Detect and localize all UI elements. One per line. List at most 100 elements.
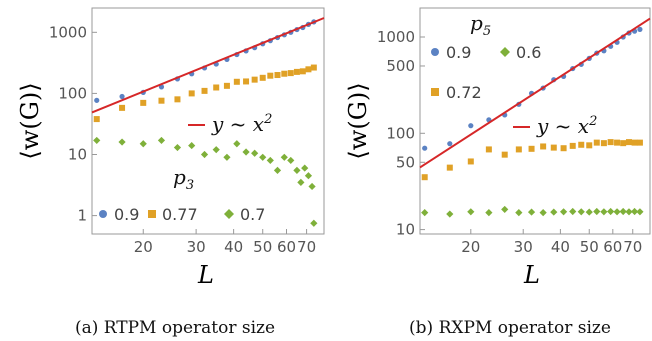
data-point: [569, 142, 576, 149]
fit-line-b: [419, 17, 651, 169]
y-axis-label-a: ⟨w(G)⟩: [16, 82, 44, 159]
data-point: [233, 78, 240, 85]
x-tick-label: 20: [134, 238, 153, 256]
data-point: [585, 208, 593, 216]
x-tick-label: 20: [461, 238, 480, 256]
data-point: [213, 84, 220, 91]
legend-marker-square-b: [431, 88, 439, 96]
legend-label-series1-a: 0.9: [114, 205, 139, 224]
legend-title-a: p3: [173, 165, 194, 193]
legend-title-subscript-a: 3: [186, 178, 194, 193]
x-tick-label: 70: [297, 238, 316, 256]
plot-frame-a: [91, 7, 325, 235]
data-point: [251, 149, 259, 157]
legend-label-series2-a: 0.77: [162, 205, 198, 224]
data-point: [188, 141, 196, 150]
data-point: [119, 104, 126, 111]
data-point: [422, 145, 428, 151]
data-point: [139, 140, 147, 148]
data-point: [620, 140, 627, 147]
x-tick-label: 60: [277, 238, 296, 256]
x-axis-label-b: L: [523, 261, 540, 289]
data-point: [273, 166, 282, 174]
data-point: [501, 151, 508, 158]
y-tick-label: 50: [396, 153, 415, 171]
legend-title-b: p5: [470, 11, 491, 39]
data-point: [421, 174, 428, 181]
data-marks-b: [421, 26, 644, 218]
data-point: [421, 209, 429, 217]
y-axis-ticks-a: 1 10 100 1000: [49, 23, 97, 225]
panel-a: 20 30 40 50 60 70 1 10 100 1000 y ~ x2 p3 0.9 0.…: [16, 7, 325, 338]
legend-marker-diamond-b: [500, 47, 510, 57]
y-tick-label: 500: [386, 57, 415, 75]
data-point: [93, 116, 100, 123]
data-point: [251, 76, 258, 83]
data-point: [619, 207, 627, 216]
series-diamond-points: [421, 205, 644, 218]
legend-label-series3-a: 0.7: [240, 205, 265, 224]
legend-label-series1-b: 0.9: [446, 43, 471, 62]
data-point: [267, 72, 274, 79]
fit-line: [91, 17, 325, 114]
data-point: [550, 144, 557, 151]
data-point: [607, 207, 615, 216]
data-point: [485, 146, 492, 153]
data-point: [293, 166, 301, 174]
x-axis-ticks-a: 20 30 40 50 60 70: [134, 229, 316, 256]
data-point: [188, 90, 195, 97]
x-axis-ticks-b: 20 30 40 50 60 70: [461, 229, 642, 256]
y-tick-label: 1: [77, 207, 87, 225]
data-point: [630, 207, 639, 216]
data-point: [636, 208, 644, 216]
x-tick-label: 70: [623, 238, 642, 256]
data-point: [600, 140, 607, 147]
data-point: [266, 156, 274, 165]
data-point: [515, 146, 522, 153]
legend-marker-square-a: [148, 210, 156, 218]
data-point: [613, 208, 621, 216]
data-point: [259, 74, 266, 81]
data-point: [94, 97, 100, 103]
data-point: [637, 26, 643, 32]
y-tick-label: 1000: [377, 28, 415, 46]
data-point: [173, 143, 182, 152]
plot-frame-b: [419, 7, 651, 235]
x-axis-label-a: L: [197, 261, 214, 289]
data-point: [586, 142, 593, 149]
data-point: [593, 207, 601, 216]
data-point: [446, 210, 454, 218]
data-point: [274, 72, 281, 79]
data-point: [242, 148, 250, 156]
data-point: [140, 99, 147, 106]
data-point: [625, 139, 632, 146]
fit-line: [419, 17, 651, 169]
data-point: [467, 158, 474, 165]
data-point: [593, 139, 600, 146]
legend-marker-circle-a: [99, 210, 107, 218]
data-point: [301, 164, 309, 172]
data-point: [485, 209, 493, 217]
x-tick-label: 30: [514, 238, 533, 256]
data-point: [631, 139, 638, 146]
fit-legend-exponent-a: 2: [263, 112, 272, 127]
data-point: [280, 153, 288, 161]
legend-marker-circle-b: [431, 48, 439, 56]
data-point: [174, 96, 181, 103]
data-point: [308, 182, 316, 191]
data-point: [243, 78, 250, 85]
y-axis-ticks-b: 10 50 100 500 1000: [377, 28, 425, 239]
x-tick-label: 40: [551, 238, 570, 256]
data-point: [305, 66, 312, 73]
data-point: [304, 172, 313, 180]
y-tick-label: 1000: [49, 23, 87, 41]
legend-label-series2-b: 0.72: [446, 83, 482, 102]
data-point: [310, 64, 317, 71]
data-point: [539, 209, 547, 217]
data-point: [299, 68, 306, 75]
data-point: [614, 139, 621, 146]
data-point: [446, 164, 453, 171]
data-point: [118, 138, 126, 146]
data-point: [93, 136, 101, 145]
